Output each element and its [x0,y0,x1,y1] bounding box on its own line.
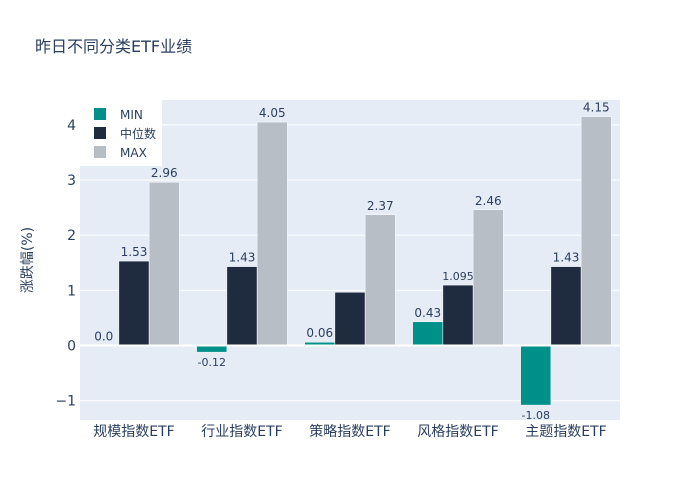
data-label: 0.43 [414,306,441,320]
x-tick-label: 策略指数ETF [309,423,390,440]
y-axis-title: 涨跌幅(%) [20,227,36,293]
data-label: 0.06 [306,326,333,340]
data-label: 2.37 [367,199,394,213]
legend-label: MIN [120,108,143,122]
legend-label: MAX [120,146,147,160]
x-tick-label: 主题指数ETF [525,424,606,440]
data-label: -1.08 [522,409,550,422]
data-label: 1.53 [121,245,148,259]
y-tick-label: 0 [67,339,76,355]
y-tick-label: 3 [67,173,76,189]
y-tick-label: 2 [67,228,76,244]
data-label: -0.12 [198,356,226,369]
legend-label: 中位数 [120,126,156,141]
bar [365,215,395,346]
y-tick-label: 1 [67,283,76,299]
y-tick-label: 4 [67,118,76,134]
bar [335,292,365,345]
data-label: 4.15 [583,101,610,115]
bar [227,267,257,346]
chart-title: 昨日不同分类ETF业绩 [35,33,192,57]
bar [119,261,149,345]
bar [149,182,179,345]
x-tick-label: 规模指数ETF [93,424,174,440]
data-label: 1.095 [442,270,474,283]
data-label: 4.05 [259,106,286,120]
bar [581,117,611,346]
data-label: 1.43 [553,251,580,265]
legend-swatch [94,127,106,139]
bar [551,267,581,346]
x-tick-label: 风格指数ETF [417,424,498,440]
bar [257,122,287,345]
data-label: 1.43 [229,251,256,265]
data-label: 2.46 [475,194,502,208]
bar [521,346,551,406]
bar [473,210,503,346]
data-label: 0.0 [94,330,113,344]
legend-swatch [94,146,106,158]
bar [413,322,443,346]
legend-swatch [94,108,106,120]
bar [443,285,473,345]
x-tick-label: 行业指数ETF [201,424,282,440]
data-label: 2.96 [151,166,178,180]
y-tick-label: −1 [55,394,76,410]
